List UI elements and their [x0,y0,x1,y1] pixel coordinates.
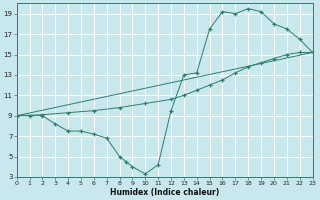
X-axis label: Humidex (Indice chaleur): Humidex (Indice chaleur) [110,188,219,197]
